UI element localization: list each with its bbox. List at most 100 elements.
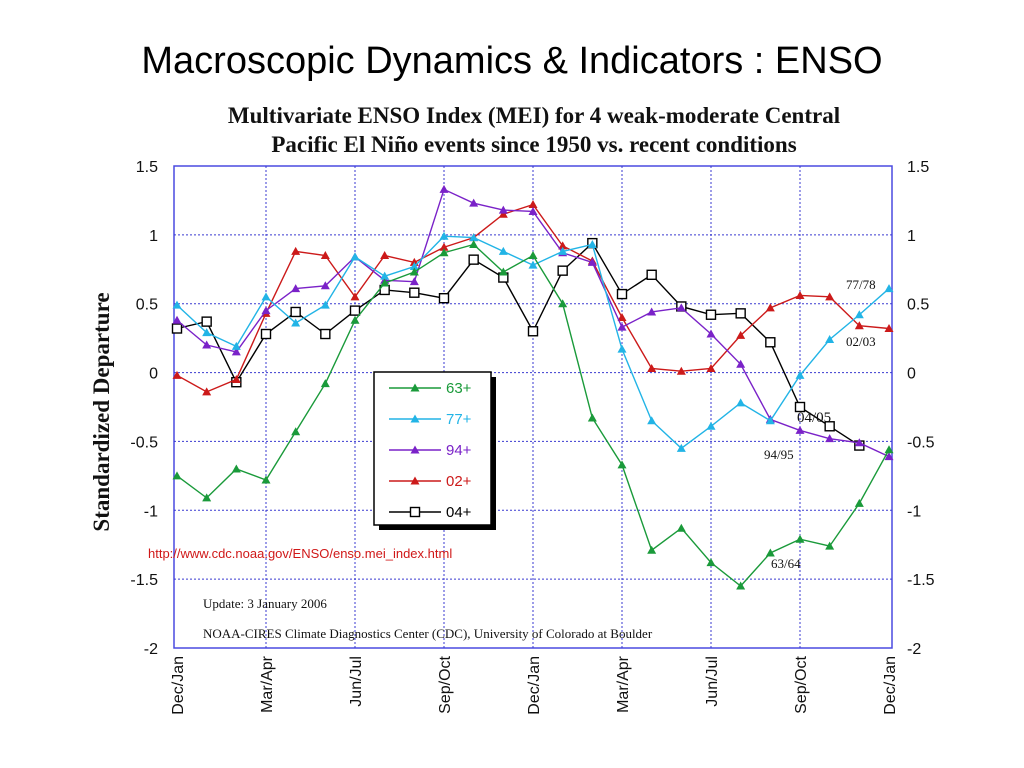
data-point [498,267,508,276]
data-point [676,303,686,312]
data-point [320,251,330,260]
data-point [410,445,420,454]
data-point [231,464,241,473]
data-point [587,239,597,248]
series [171,184,894,590]
y-tick-label: -2 [907,641,921,658]
x-tick-label: Sep/Oct [437,655,454,713]
series-02 [172,200,894,396]
data-point [795,370,805,379]
data-point [854,310,864,319]
chart-title: Multivariate ENSO Index (MEI) for 4 weak… [228,103,840,157]
data-point [172,370,182,379]
y-tick-label: -1 [907,503,921,520]
legend-label: 04+ [446,504,472,521]
data-point [706,421,716,430]
data-point [320,281,330,290]
data-point [350,292,360,301]
y-axis-right-ticks: 1.5 1 0.5 0 -0.5 -1 -1.5 -2 [907,159,935,658]
legend-label: 02+ [446,473,472,490]
data-point [706,363,716,372]
data-point [616,288,628,300]
y-tick-label: -0.5 [130,434,158,451]
data-point [261,475,271,484]
x-tick-label: Dec/Jan [526,656,543,715]
data-point [409,287,420,298]
y-tick-label: 1 [149,228,158,245]
legend: 63+ 77+ 94+ 02+ 04+ [373,371,496,530]
y-tick-label: 0 [149,366,158,383]
data-point [736,330,746,339]
data-point [527,326,539,337]
data-point [705,309,717,320]
data-point [469,198,479,207]
data-point [172,300,182,309]
data-point [617,344,627,353]
data-point [676,366,686,375]
update-note: Update: 3 January 2006 [203,596,327,611]
data-point [438,293,450,304]
legend-label: 63+ [446,380,472,397]
legend-box [373,371,492,526]
data-point [647,307,657,316]
data-point [320,300,330,309]
x-tick-label: Dec/Jan [170,656,187,715]
data-point [706,558,716,567]
end-label: 04/05 [797,410,831,426]
data-point [380,271,390,280]
source-url[interactable]: http://www.cdc.noaa.gov/ENSO/enso.mei_in… [148,546,452,561]
data-point [765,416,775,425]
data-point [854,321,864,330]
data-point [172,315,182,324]
chart-title-line-1: Multivariate ENSO Index (MEI) for 4 weak… [228,103,840,128]
data-point [765,303,775,312]
y-tick-label: -1.5 [130,572,158,589]
data-point [498,246,508,255]
data-point [380,251,390,260]
data-point [558,241,568,250]
series-77 [172,231,894,452]
data-point [706,329,716,338]
data-point [765,337,776,348]
data-point [201,316,212,327]
data-point [202,340,212,349]
y-tick-label: 1 [907,228,916,245]
legend-label: 77+ [446,411,472,428]
legend-item-77: 77+ [389,411,472,428]
x-tick-label: Jun/Jul [704,656,721,707]
data-point [558,246,568,255]
legend-item-04: 04+ [389,504,472,521]
y-tick-label: -2 [144,641,158,658]
y-tick-label: -0.5 [907,434,935,451]
end-label: 94/95 [764,447,794,462]
end-labels: 77/78 02/03 04/05 94/95 63/64 [764,277,876,571]
y-tick-label: 1.5 [907,159,929,176]
y-tick-label: 0.5 [907,297,929,314]
legend-item-94: 94+ [389,442,472,459]
data-point [202,328,212,337]
data-point [498,209,508,218]
credit-note: NOAA-CIRES Climate Diagnostics Center (C… [203,626,653,641]
data-point [291,246,301,255]
data-point [884,452,894,461]
data-point [587,257,597,266]
x-tick-label: Mar/Apr [259,655,276,713]
data-point [736,581,746,590]
data-point [410,414,420,423]
data-point [528,260,538,269]
data-point [439,231,449,240]
legend-item-63: 63+ [389,380,472,397]
data-point [557,265,568,276]
x-tick-label: Mar/Apr [615,655,632,713]
data-point [410,383,420,392]
data-point [202,493,212,502]
data-point [231,347,241,356]
data-point [884,284,894,293]
data-point [854,438,864,447]
data-point [647,363,657,372]
data-point [558,299,568,308]
data-point [350,252,360,261]
data-point [617,460,627,469]
data-point [617,312,627,321]
